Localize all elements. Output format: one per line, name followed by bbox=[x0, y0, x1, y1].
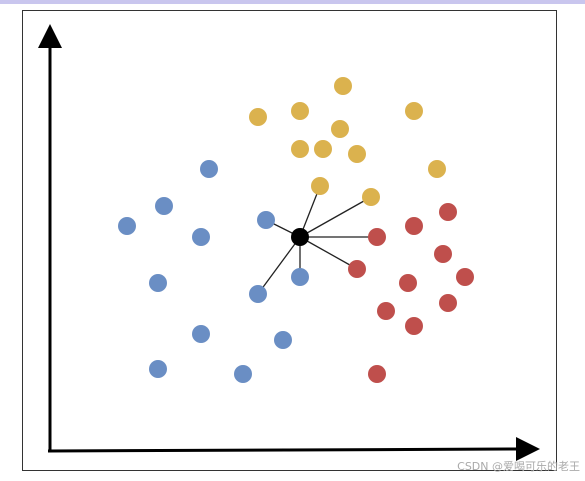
point bbox=[434, 245, 452, 263]
link bbox=[299, 185, 321, 238]
frame bbox=[22, 10, 557, 471]
point bbox=[192, 228, 210, 246]
point bbox=[362, 188, 380, 206]
x-arrow bbox=[516, 437, 540, 461]
point bbox=[291, 268, 309, 286]
point bbox=[274, 331, 292, 349]
point bbox=[200, 160, 218, 178]
point bbox=[149, 360, 167, 378]
point bbox=[405, 317, 423, 335]
blue-points bbox=[118, 160, 309, 383]
point bbox=[331, 120, 349, 138]
point bbox=[249, 285, 267, 303]
watermark: CSDN @爱喝可乐的老王 bbox=[457, 459, 580, 473]
point bbox=[149, 274, 167, 292]
point bbox=[439, 294, 457, 312]
point bbox=[118, 217, 136, 235]
query-point bbox=[291, 228, 309, 246]
point bbox=[257, 211, 275, 229]
link bbox=[299, 196, 372, 238]
point bbox=[428, 160, 446, 178]
point bbox=[368, 365, 386, 383]
yellow-points bbox=[249, 77, 446, 206]
point bbox=[291, 140, 309, 158]
point bbox=[348, 260, 366, 278]
point bbox=[192, 325, 210, 343]
red-points bbox=[348, 203, 474, 383]
link bbox=[257, 236, 301, 295]
point bbox=[348, 145, 366, 163]
point bbox=[314, 140, 332, 158]
point bbox=[368, 228, 386, 246]
point bbox=[249, 108, 267, 126]
point bbox=[334, 77, 352, 95]
point bbox=[405, 102, 423, 120]
y-arrow bbox=[38, 24, 62, 48]
point bbox=[377, 302, 395, 320]
link bbox=[299, 236, 358, 270]
point bbox=[405, 217, 423, 235]
top-bar bbox=[0, 0, 585, 4]
x-axis bbox=[47, 447, 523, 453]
point bbox=[291, 102, 309, 120]
point bbox=[234, 365, 252, 383]
point bbox=[399, 274, 417, 292]
point bbox=[311, 177, 329, 195]
point bbox=[439, 203, 457, 221]
point bbox=[456, 268, 474, 286]
axes bbox=[38, 24, 540, 461]
point bbox=[155, 197, 173, 215]
